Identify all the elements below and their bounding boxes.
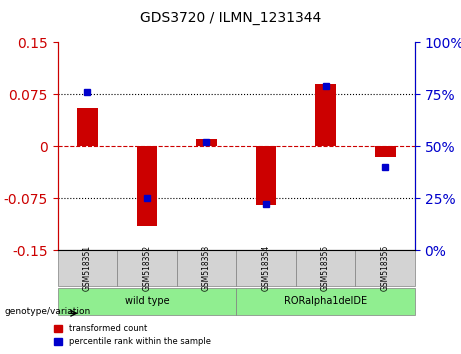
Bar	[136, 146, 157, 226]
Text: RORalpha1delDE: RORalpha1delDE	[284, 296, 367, 307]
Bar	[375, 146, 396, 157]
FancyBboxPatch shape	[58, 250, 117, 286]
Text: GSM518352: GSM518352	[142, 245, 152, 291]
Text: genotype/variation: genotype/variation	[5, 307, 91, 316]
FancyBboxPatch shape	[177, 250, 236, 286]
Bar	[196, 139, 217, 146]
Text: GSM518356: GSM518356	[381, 245, 390, 291]
FancyBboxPatch shape	[355, 250, 415, 286]
FancyBboxPatch shape	[117, 250, 177, 286]
Text: GSM518351: GSM518351	[83, 245, 92, 291]
FancyBboxPatch shape	[236, 250, 296, 286]
Text: GDS3720 / ILMN_1231344: GDS3720 / ILMN_1231344	[140, 11, 321, 25]
FancyBboxPatch shape	[58, 288, 236, 315]
Legend: transformed count, percentile rank within the sample: transformed count, percentile rank withi…	[50, 321, 214, 350]
FancyBboxPatch shape	[296, 250, 355, 286]
FancyBboxPatch shape	[236, 288, 415, 315]
Text: GSM518355: GSM518355	[321, 245, 330, 291]
Bar	[77, 108, 98, 146]
Text: GSM518354: GSM518354	[261, 245, 271, 291]
Text: GSM518353: GSM518353	[202, 245, 211, 291]
Text: wild type: wild type	[124, 296, 169, 307]
Bar	[255, 146, 277, 205]
Bar	[315, 84, 336, 146]
